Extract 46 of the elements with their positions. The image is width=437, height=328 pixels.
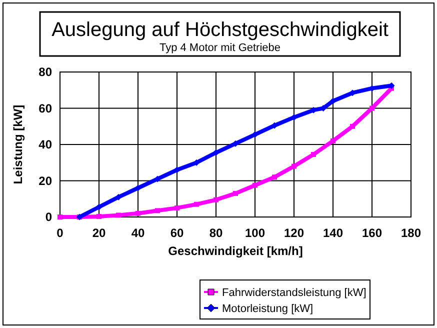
point xyxy=(154,176,161,182)
point xyxy=(58,214,62,220)
y-tick-label: 40 xyxy=(38,138,52,152)
x-tick-label: 140 xyxy=(322,226,344,240)
point xyxy=(96,214,102,219)
point xyxy=(115,194,122,200)
point xyxy=(311,152,316,157)
point xyxy=(116,212,121,218)
point xyxy=(136,210,140,216)
y-tick-label: 80 xyxy=(38,65,52,79)
x-tick-label: 180 xyxy=(400,226,422,240)
point xyxy=(214,197,218,202)
point xyxy=(330,138,336,144)
x-tick-label: 20 xyxy=(92,226,106,240)
x-tick-label: 100 xyxy=(244,226,266,240)
chart-subtitle: Typ 4 Motor mit Getriebe xyxy=(159,42,281,54)
point xyxy=(271,122,278,129)
x-tick-label: 60 xyxy=(170,226,184,240)
point xyxy=(233,190,238,196)
point xyxy=(252,131,258,138)
legend-label: Fahrwiderstandsleistung [kW] xyxy=(222,287,366,299)
point xyxy=(212,149,220,156)
point xyxy=(292,164,296,169)
x-tick-label: 0 xyxy=(56,226,64,240)
y-tick-label: 0 xyxy=(45,210,52,224)
x-axis-title: Geschwindigkeit [km/h] xyxy=(168,244,303,258)
x-tick-label: 40 xyxy=(131,226,145,240)
point xyxy=(194,202,199,207)
x-tick-label: 80 xyxy=(209,226,223,240)
point xyxy=(370,106,374,111)
point xyxy=(232,140,239,147)
x-tick-label: 120 xyxy=(284,226,304,240)
point xyxy=(96,204,102,210)
point xyxy=(174,205,180,210)
point xyxy=(252,182,258,188)
legend-label: Motorleistung [kW] xyxy=(222,303,314,315)
point xyxy=(155,208,160,214)
point xyxy=(350,124,355,129)
y-axis-title: Leistung [kW] xyxy=(11,104,25,184)
point xyxy=(330,98,336,104)
point xyxy=(272,174,277,180)
chart-title: Auslegung auf Höchstgeschwindigkeit xyxy=(52,19,389,41)
y-tick-label: 60 xyxy=(38,101,52,116)
point xyxy=(134,184,142,192)
y-tick-label: 20 xyxy=(38,174,52,188)
x-tick-label: 160 xyxy=(362,226,382,240)
